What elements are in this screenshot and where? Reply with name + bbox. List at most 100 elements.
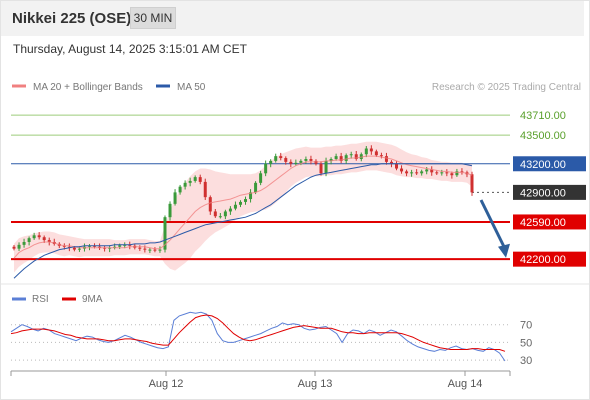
candle-body — [168, 203, 172, 218]
candle-body — [289, 161, 293, 164]
level-tag — [513, 156, 586, 172]
candle-body — [22, 241, 26, 245]
candle-body — [249, 192, 253, 200]
candle-body — [42, 237, 46, 241]
candle-body — [344, 155, 348, 161]
candle-body — [32, 235, 36, 239]
candle-body — [238, 201, 242, 205]
candle-body — [364, 148, 368, 155]
candle-body — [425, 169, 429, 172]
candle-body — [213, 211, 217, 217]
candle-body — [420, 171, 424, 174]
candle-body — [17, 244, 21, 249]
candle-body — [198, 177, 202, 182]
level-label: 43200.00 — [520, 159, 566, 171]
candle-body — [324, 160, 328, 174]
candle-body — [369, 148, 373, 152]
level-label: 43710.00 — [520, 110, 566, 122]
candle-body — [118, 245, 122, 247]
candle-body — [329, 159, 333, 161]
chart-header: Nikkei 225 (OSE) 30 MIN — [0, 0, 584, 36]
candle-body — [410, 172, 414, 174]
candle-body — [279, 156, 283, 159]
candle-body — [153, 249, 157, 251]
x-tick-label: Aug 13 — [298, 378, 333, 390]
instrument-title: Nikkei 225 (OSE) — [12, 10, 132, 27]
candle-body — [269, 160, 273, 164]
candle-body — [299, 160, 303, 163]
candle-body — [264, 163, 268, 174]
candle-body — [309, 159, 313, 161]
rsi-line — [10, 311, 506, 362]
timestamp: Thursday, August 14, 2025 3:15:01 AM CET — [13, 42, 247, 56]
candle-body — [440, 172, 444, 174]
candle-body — [284, 158, 288, 162]
candle-body — [103, 247, 107, 249]
candle-body — [435, 172, 439, 174]
candle-body — [183, 182, 187, 187]
rsi-tick-label: 70 — [520, 320, 532, 332]
candle-body — [405, 171, 409, 174]
candle-body — [143, 248, 147, 250]
credit-text: Research © 2025 Trading Central — [432, 82, 581, 93]
candle-body — [470, 174, 474, 193]
candle-body — [37, 235, 41, 238]
timeframe-button[interactable]: 30 MIN — [130, 7, 176, 29]
candle-body — [400, 168, 404, 172]
candle-body — [108, 247, 112, 249]
candle-body — [178, 186, 182, 193]
x-tick-label: Aug 14 — [448, 378, 483, 390]
candle-body — [158, 249, 162, 251]
legend-label: MA 20 + Bollinger Bands — [33, 82, 143, 93]
candle-body — [374, 151, 378, 156]
legend-label: MA 50 — [177, 82, 206, 93]
candle-body — [395, 163, 399, 169]
projection-arrow-head — [498, 243, 510, 258]
rsi-tick-label: 50 — [520, 337, 532, 349]
candle-body — [334, 156, 338, 159]
candle-body — [163, 217, 167, 250]
level-label: 43500.00 — [520, 130, 566, 142]
level-tag — [513, 251, 586, 267]
rsi-ma-line — [10, 314, 506, 352]
candle-body — [77, 248, 81, 250]
candle-body — [445, 172, 449, 174]
x-tick-label: Aug 12 — [149, 378, 184, 390]
candle-body — [138, 247, 142, 249]
candle-body — [203, 181, 207, 198]
candle-body — [72, 247, 76, 250]
level-label: 42200.00 — [520, 254, 566, 266]
candle-body — [430, 169, 434, 173]
candle-body — [148, 249, 152, 251]
candle-body — [254, 182, 258, 193]
candle-body — [319, 163, 323, 174]
rsi-legend-label: RSI — [32, 294, 49, 305]
candle-body — [304, 159, 308, 161]
candle-body — [47, 240, 51, 242]
ma50-line — [13, 163, 473, 279]
projection-arrow — [479, 199, 507, 250]
candle-body — [208, 197, 212, 212]
ma20-line — [13, 155, 473, 259]
rsi-legend-label: 9MA — [82, 294, 103, 305]
candle-body — [389, 161, 393, 164]
candle-body — [259, 173, 263, 183]
candle-body — [123, 244, 127, 246]
candle-body — [218, 216, 222, 218]
candle-body — [415, 172, 419, 174]
candle-body — [379, 155, 383, 157]
level-label: 42900.00 — [520, 187, 566, 199]
candle-body — [223, 211, 227, 217]
candle-body — [12, 246, 16, 249]
candle-body — [354, 154, 358, 159]
candle-body — [339, 156, 343, 161]
candle-body — [173, 192, 177, 204]
candle-body — [244, 199, 248, 202]
candle-body — [233, 204, 237, 209]
candle-body — [455, 171, 459, 176]
candle-body — [450, 173, 454, 176]
candle-body — [274, 156, 278, 161]
level-label: 42590.00 — [520, 217, 566, 229]
rsi-tick-label: 30 — [520, 355, 532, 367]
